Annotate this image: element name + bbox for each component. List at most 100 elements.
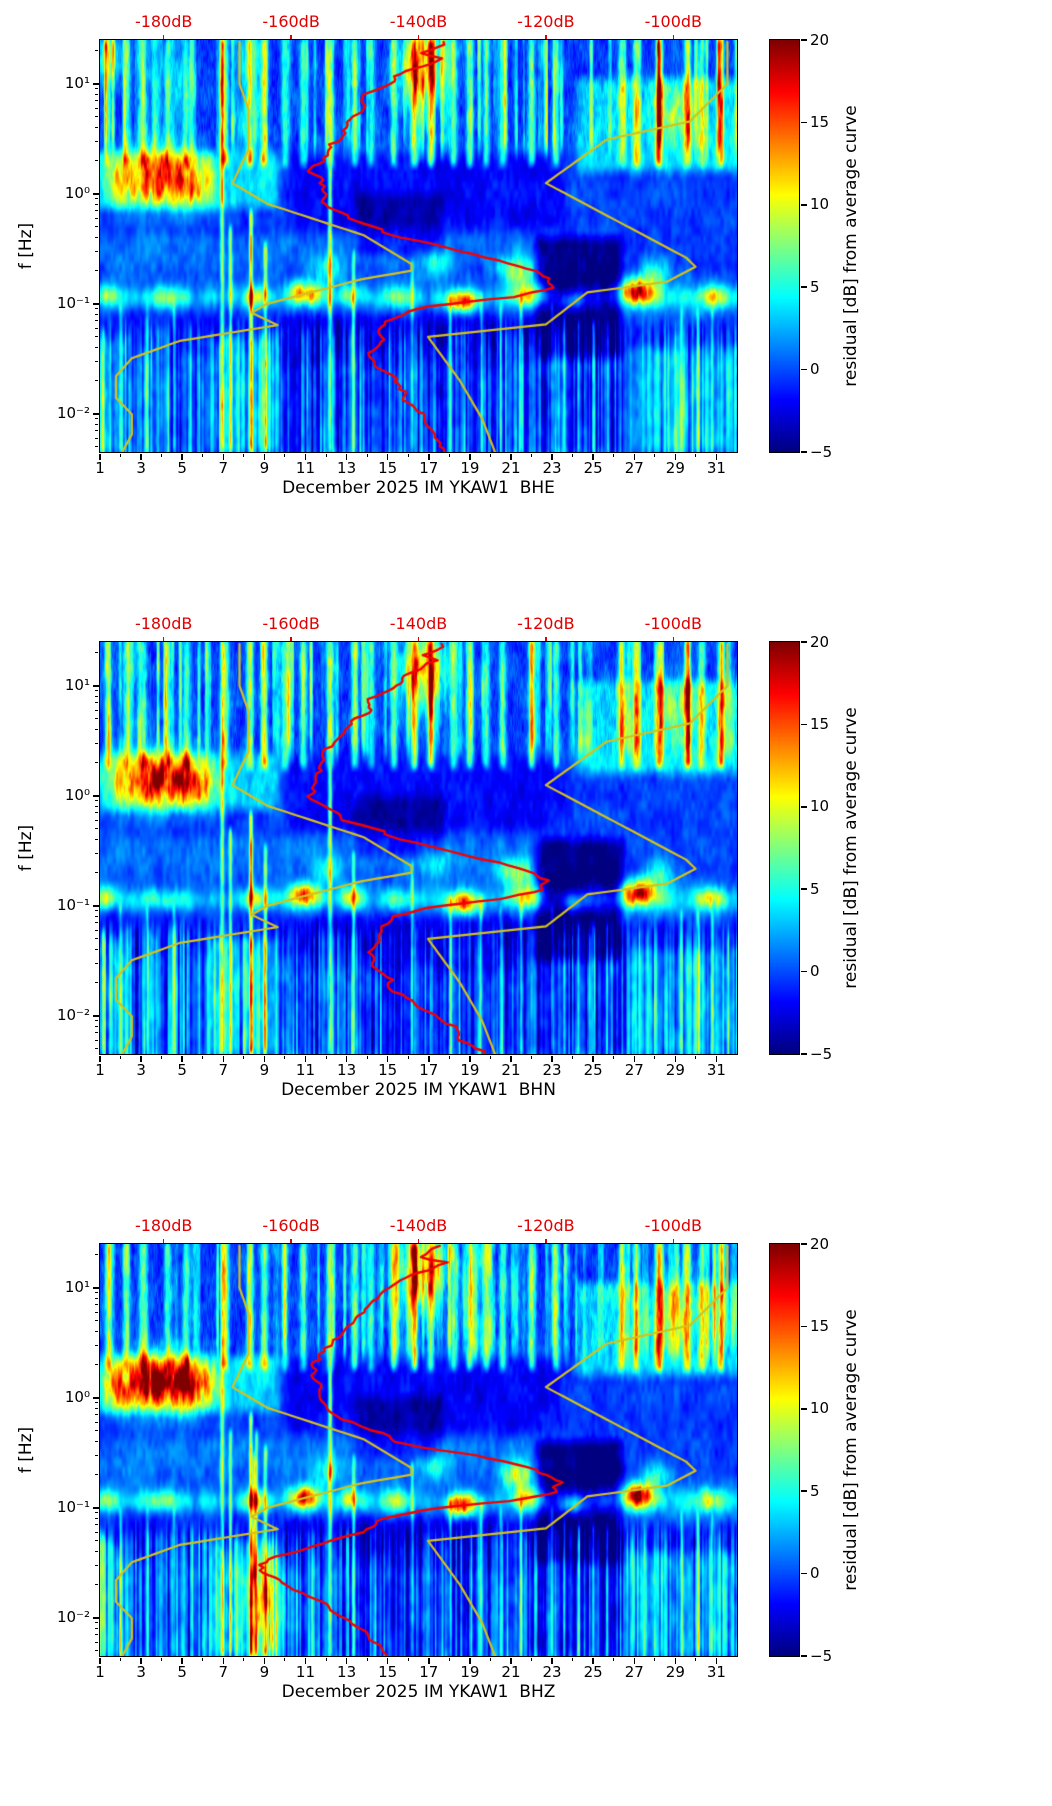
x-minor-tick [161, 1055, 163, 1059]
db-tick-label: -160dB [262, 614, 320, 633]
db-tick-label: -180dB [134, 12, 193, 31]
x-tick-label: 7 [218, 1663, 229, 1681]
x-tick [674, 1657, 677, 1664]
x-tick-label: 15 [378, 459, 398, 477]
colorbar-tick-label: −5 [810, 442, 833, 461]
y-minor-tick [95, 107, 99, 109]
colorbar-tick [800, 888, 807, 890]
x-minor-tick [448, 453, 450, 457]
x-tick-label: 29 [665, 1663, 685, 1681]
colorbar-canvas [770, 40, 799, 452]
x-tick [715, 1055, 718, 1062]
y-minor-tick [95, 729, 99, 731]
y-minor-tick [95, 347, 99, 349]
y-minor-tick [95, 828, 99, 830]
x-tick-label: 31 [706, 1663, 726, 1681]
db-tick [290, 636, 292, 641]
x-minor-tick [407, 1657, 409, 1661]
y-minor-tick [95, 50, 99, 52]
x-tick-label: 9 [259, 1663, 270, 1681]
colorbar-tick-label: 10 [810, 195, 830, 214]
x-minor-tick [572, 1055, 574, 1059]
db-tick-label: -140dB [389, 614, 448, 633]
db-tick [545, 1238, 547, 1243]
y-tick-label: 10⁻¹ [56, 896, 90, 915]
x-tick-label: 9 [259, 1061, 270, 1079]
y-minor-tick [95, 360, 99, 362]
colorbar-tick [800, 1408, 807, 1410]
y-minor-tick [95, 1402, 99, 1404]
x-tick [551, 453, 553, 460]
y-minor-tick [95, 203, 99, 205]
x-minor-tick [531, 453, 533, 457]
x-axis-title: December 2025 IM YKAW1 BHN [281, 1080, 556, 1100]
x-minor-tick [161, 1657, 163, 1661]
colorbar-tick [800, 1325, 807, 1328]
x-minor-tick [654, 1055, 656, 1059]
db-tick-label: -180dB [134, 614, 193, 633]
x-tick-label: 1 [95, 1061, 105, 1079]
y-minor-tick [95, 1254, 99, 1256]
x-minor-tick [448, 1657, 450, 1661]
y-minor-tick [95, 88, 99, 90]
x-tick-label: 21 [501, 1663, 521, 1681]
y-minor-tick [95, 380, 99, 382]
x-tick [551, 1657, 553, 1664]
y-minor-tick [95, 226, 99, 228]
y-minor-tick [95, 1474, 99, 1476]
x-minor-tick [243, 1657, 245, 1661]
colorbar-tick [800, 723, 807, 726]
y-minor-tick [95, 800, 99, 802]
y-minor-tick [95, 237, 99, 239]
y-minor-tick [95, 929, 99, 931]
y-tick-label: 10¹ [64, 1278, 90, 1297]
x-tick-label: 3 [136, 1061, 146, 1079]
y-minor-tick [95, 430, 99, 432]
x-tick [263, 1657, 266, 1664]
x-tick [181, 1055, 183, 1062]
y-minor-tick [95, 1531, 99, 1533]
x-tick [592, 1657, 594, 1664]
y-minor-tick [95, 1564, 99, 1566]
x-tick-label: 3 [136, 1663, 146, 1681]
db-tick [417, 34, 420, 39]
x-tick-label: 1 [95, 459, 105, 477]
x-tick [345, 1055, 348, 1062]
y-minor-tick [95, 1292, 99, 1294]
x-tick [304, 453, 307, 460]
y-tick [92, 1287, 99, 1289]
x-minor-tick [531, 1657, 533, 1661]
x-minor-tick [695, 1657, 697, 1661]
colorbar-frame [768, 38, 800, 453]
x-tick [304, 1055, 307, 1062]
db-tick-label: -100dB [644, 614, 703, 633]
db-tick-label: -120dB [517, 614, 575, 633]
x-tick-label: 29 [665, 459, 685, 477]
x-tick [181, 1657, 183, 1664]
x-tick [222, 1055, 225, 1062]
x-tick-label: 3 [136, 459, 146, 477]
x-minor-tick [284, 453, 286, 457]
x-tick [633, 453, 635, 460]
x-tick-label: 23 [542, 1663, 562, 1681]
colorbar-tick-label: 15 [810, 1316, 830, 1335]
x-tick-label: 1 [95, 1663, 105, 1681]
x-minor-tick [531, 1055, 533, 1059]
db-tick [672, 636, 675, 641]
db-tick [290, 34, 292, 39]
x-tick-label: 21 [501, 459, 521, 477]
y-minor-tick [95, 127, 99, 129]
x-minor-tick [202, 1657, 204, 1661]
y-minor-tick [95, 308, 99, 310]
x-minor-tick [366, 1055, 368, 1059]
x-tick-label: 13 [337, 1061, 357, 1079]
x-tick [428, 1657, 430, 1664]
colorbar-label: residual [dB] from average curve [841, 105, 861, 387]
x-tick [510, 1657, 512, 1664]
x-tick-label: 31 [706, 459, 726, 477]
colorbar-tick-label: 0 [810, 1564, 820, 1583]
y-tick-label: 10⁻¹ [56, 1498, 90, 1517]
x-minor-tick [572, 1657, 574, 1661]
y-minor-tick [95, 1020, 99, 1022]
x-tick [510, 1055, 512, 1062]
